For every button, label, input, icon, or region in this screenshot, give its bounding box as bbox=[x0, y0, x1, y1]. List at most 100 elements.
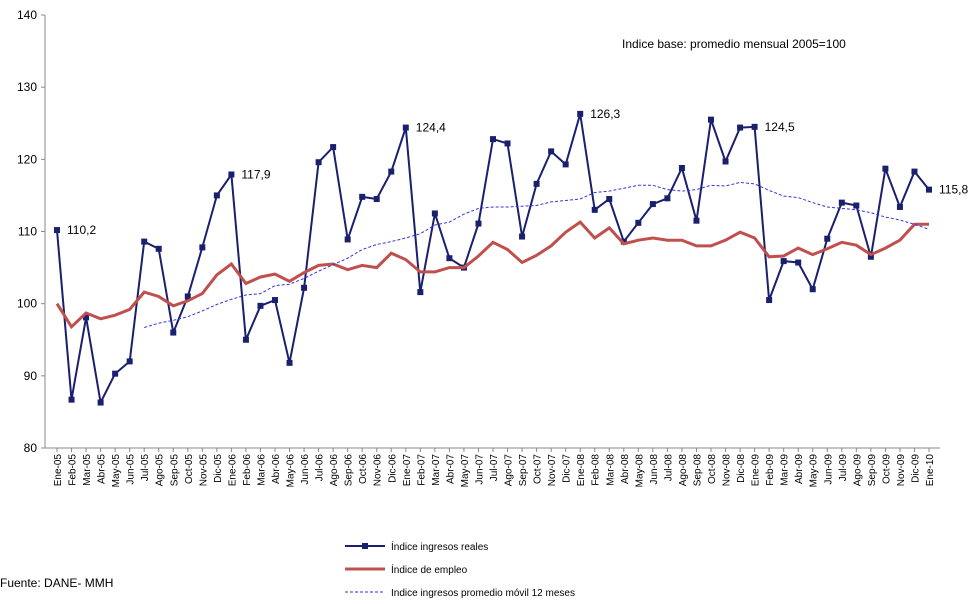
marker bbox=[722, 158, 729, 165]
x-tick-label: Sep-07 bbox=[518, 454, 529, 487]
marker bbox=[344, 236, 351, 243]
marker bbox=[155, 245, 162, 252]
data-label: 126,3 bbox=[590, 107, 620, 121]
x-tick-label: Jul-08 bbox=[663, 454, 674, 482]
marker bbox=[504, 140, 511, 147]
marker bbox=[591, 206, 598, 213]
marker bbox=[737, 124, 744, 131]
x-tick-label: Oct-07 bbox=[533, 454, 544, 484]
marker bbox=[606, 196, 613, 203]
x-tick-label: Feb-05 bbox=[68, 454, 79, 486]
marker bbox=[417, 289, 424, 296]
x-tick-label: Jun-06 bbox=[300, 454, 311, 485]
marker bbox=[795, 259, 802, 266]
marker bbox=[867, 253, 874, 260]
marker bbox=[577, 110, 584, 117]
marker bbox=[126, 358, 133, 365]
x-tick-label: Abr-05 bbox=[97, 454, 108, 484]
x-tick-label: Mar-05 bbox=[82, 454, 93, 486]
marker bbox=[257, 302, 264, 309]
marker bbox=[649, 201, 656, 208]
marker bbox=[533, 180, 540, 187]
marker bbox=[402, 124, 409, 131]
marker bbox=[228, 171, 235, 178]
marker bbox=[882, 165, 889, 172]
y-tick-label: 100 bbox=[17, 297, 37, 311]
marker bbox=[286, 359, 293, 366]
marker bbox=[199, 244, 206, 251]
legend-marker bbox=[362, 543, 368, 549]
x-tick-label: Ago-07 bbox=[504, 454, 515, 487]
x-tick-label: Sep-09 bbox=[867, 454, 878, 487]
marker bbox=[388, 168, 395, 175]
x-tick-label: May-08 bbox=[634, 454, 645, 488]
marker bbox=[112, 370, 119, 377]
x-tick-label: Oct-05 bbox=[184, 454, 195, 484]
x-tick-label: Ago-09 bbox=[852, 454, 863, 487]
x-tick-label: Feb-06 bbox=[242, 454, 253, 486]
marker bbox=[635, 219, 642, 226]
marker bbox=[242, 336, 249, 343]
marker bbox=[809, 286, 816, 293]
x-tick-label: Ene-09 bbox=[751, 454, 762, 487]
marker bbox=[664, 195, 671, 202]
x-tick-label: Jul-07 bbox=[489, 454, 500, 482]
x-tick-label: Sep-05 bbox=[169, 454, 180, 487]
x-tick-label: Oct-06 bbox=[358, 454, 369, 484]
data-label: 115,8 bbox=[939, 183, 968, 197]
x-tick-label: Dic-08 bbox=[736, 454, 747, 483]
x-tick-label: May-07 bbox=[460, 454, 471, 488]
y-tick-label: 110 bbox=[18, 225, 37, 239]
marker bbox=[693, 217, 700, 224]
x-tick-label: Dic-05 bbox=[213, 454, 224, 483]
series-line bbox=[144, 181, 930, 328]
x-tick-label: Nov-06 bbox=[373, 454, 384, 487]
legend-label: Índice ingresos reales bbox=[391, 540, 488, 553]
legend-label: Índice de empleo bbox=[391, 563, 468, 576]
x-tick-label: Ene-06 bbox=[227, 454, 238, 487]
x-tick-label: Jul-09 bbox=[838, 454, 849, 482]
x-tick-label: May-06 bbox=[286, 454, 297, 488]
marker bbox=[926, 186, 932, 193]
data-label: 124,5 bbox=[765, 120, 795, 134]
x-tick-label: Mar-09 bbox=[780, 454, 791, 486]
marker bbox=[301, 284, 308, 291]
marker bbox=[896, 203, 903, 210]
x-tick-label: Jul-05 bbox=[140, 454, 151, 482]
x-tick-label: Ago-05 bbox=[155, 454, 166, 487]
x-tick-label: May-05 bbox=[111, 454, 122, 488]
marker bbox=[446, 255, 453, 262]
x-tick-label: Ene-08 bbox=[576, 454, 587, 487]
x-tick-label: Ago-08 bbox=[678, 454, 689, 487]
marker bbox=[83, 314, 90, 321]
marker bbox=[97, 399, 104, 406]
x-tick-label: Abr-09 bbox=[794, 454, 805, 484]
x-tick-label: Dic-06 bbox=[387, 454, 398, 483]
x-tick-label: Feb-08 bbox=[591, 454, 602, 486]
marker bbox=[315, 159, 322, 166]
x-tick-label: Ene-10 bbox=[925, 454, 936, 487]
x-tick-label: Abr-06 bbox=[271, 454, 282, 484]
marker bbox=[780, 258, 787, 265]
marker bbox=[373, 196, 380, 203]
x-tick-label: Dic-09 bbox=[910, 454, 921, 483]
x-tick-label: Mar-07 bbox=[431, 454, 442, 486]
data-label: 124,4 bbox=[416, 121, 446, 135]
x-tick-label: Abr-08 bbox=[620, 454, 631, 484]
y-tick-label: 80 bbox=[24, 441, 38, 455]
marker bbox=[751, 123, 758, 130]
x-tick-label: Sep-06 bbox=[344, 454, 355, 487]
x-tick-label: May-09 bbox=[809, 454, 820, 488]
marker bbox=[548, 148, 555, 155]
x-tick-label: Nov-05 bbox=[198, 454, 209, 487]
x-tick-label: Jun-07 bbox=[474, 454, 485, 485]
x-tick-label: Ene-07 bbox=[402, 454, 413, 487]
marker bbox=[359, 193, 366, 200]
source: Fuente: DANE- MMH bbox=[0, 576, 113, 590]
x-tick-label: Dic-07 bbox=[562, 454, 573, 483]
x-tick-label: Jul-06 bbox=[315, 454, 326, 482]
marker bbox=[490, 136, 496, 143]
marker bbox=[431, 210, 438, 217]
x-tick-label: Sep-08 bbox=[692, 454, 703, 487]
marker bbox=[54, 227, 60, 234]
